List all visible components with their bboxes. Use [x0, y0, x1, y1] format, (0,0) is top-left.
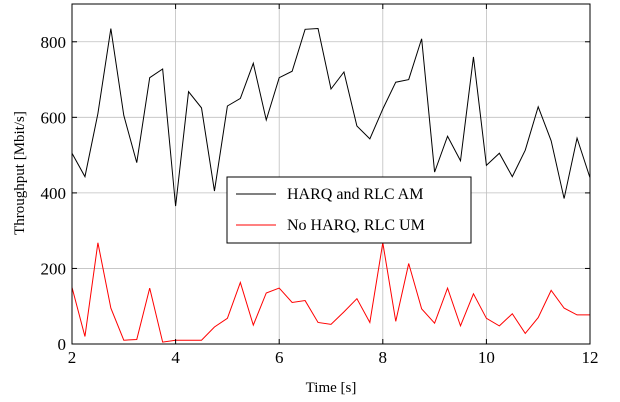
y-tick-label: 200 — [41, 259, 67, 278]
x-tick-label: 10 — [478, 348, 495, 367]
series-line-no-harq — [71, 242, 590, 343]
legend-box — [226, 176, 472, 244]
legend: HARQ and RLC AM No HARQ, RLC UM — [226, 176, 472, 244]
x-tick-label: 6 — [275, 348, 284, 367]
x-axis-label: Time [s] — [306, 380, 357, 396]
x-tick-label: 4 — [171, 348, 180, 367]
tick-layer — [71, 4, 591, 345]
grid — [71, 4, 591, 345]
series-line-harq — [71, 28, 591, 207]
y-axis-label: Throughput [Mbit/s] — [12, 111, 28, 235]
y-tick-label: 800 — [41, 33, 67, 52]
y-tick-label: 0 — [58, 335, 67, 354]
legend-label-no-harq: No HARQ, RLC UM — [287, 217, 425, 234]
plot-area — [71, 28, 591, 343]
x-tick-label: 8 — [379, 348, 388, 367]
tick-labels: 2 4 6 8 10 12 0 200 400 600 800 — [41, 33, 599, 367]
y-tick-label: 400 — [41, 184, 67, 203]
x-tick-label: 12 — [582, 348, 599, 367]
legend-label-harq: HARQ and RLC AM — [287, 186, 423, 203]
x-tick-label: 2 — [68, 348, 77, 367]
plot-frame — [71, 3, 591, 345]
y-tick-label: 600 — [41, 108, 67, 127]
